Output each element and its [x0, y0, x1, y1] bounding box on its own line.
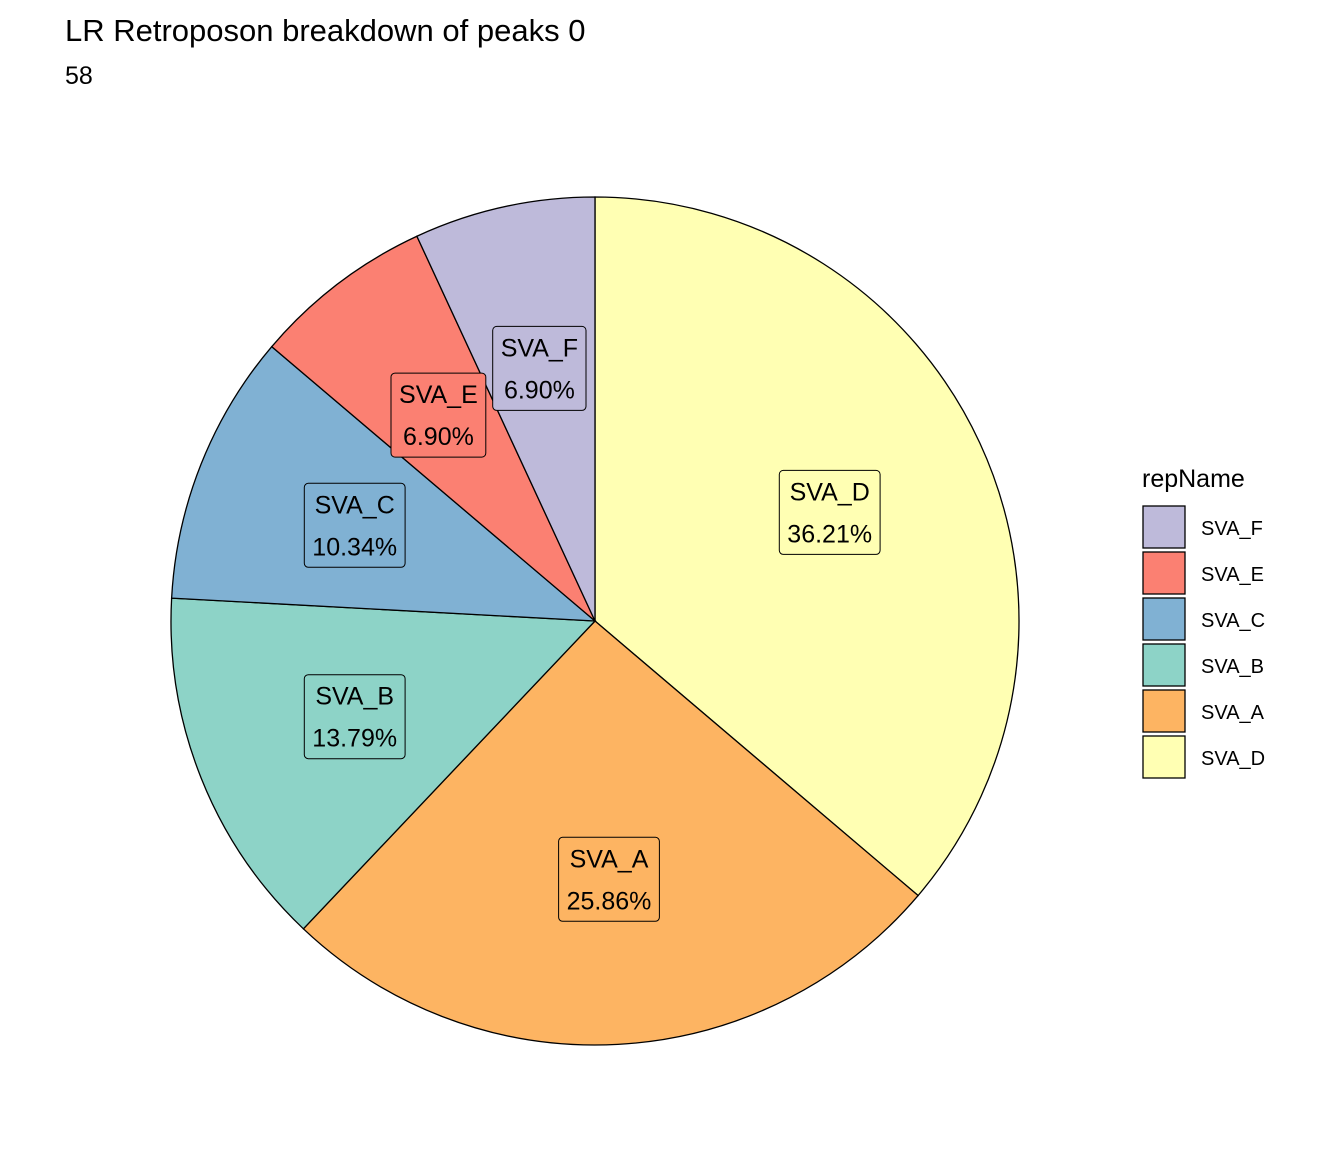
- chart-title: LR Retroposon breakdown of peaks 0: [65, 13, 585, 48]
- slice-label-box: [492, 325, 587, 411]
- slice-label-name: SVA_C: [315, 491, 395, 519]
- slice-label-name: SVA_F: [501, 334, 578, 362]
- slice-label-sva-f: SVA_F 6.90%: [492, 325, 587, 411]
- slice-label-sva-d: SVA_D 36.21%: [778, 469, 881, 555]
- legend-label-sva-b: SVA_B: [1201, 656, 1264, 678]
- pie-slice-sva-b: [170, 597, 597, 930]
- slice-label-name: SVA_D: [790, 478, 870, 506]
- legend-label-sva-e: SVA_E: [1201, 564, 1264, 586]
- legend-key-sva-a: [1142, 689, 1186, 733]
- slice-label-box: [390, 372, 487, 458]
- legend: repName SVA_F SVA_E SVA_C SVA_B SVA_A SVA_D: [1142, 465, 1265, 779]
- slice-label-sva-b: SVA_B 13.79%: [303, 674, 406, 760]
- legend-label-sva-a: SVA_A: [1201, 702, 1265, 724]
- slice-label-name: SVA_B: [315, 683, 394, 711]
- slice-label-percent: 25.86%: [567, 887, 652, 915]
- slice-label-percent: 6.90%: [504, 376, 575, 404]
- legend-label-sva-f: SVA_F: [1201, 518, 1263, 540]
- legend-label-sva-c: SVA_C: [1201, 610, 1265, 632]
- legend-key-sva-f: [1142, 505, 1186, 549]
- pie-slice-sva-a: [302, 620, 920, 1046]
- chart-subtitle: 58: [65, 62, 93, 90]
- slice-label-sva-e: SVA_E 6.90%: [390, 372, 487, 458]
- legend-key-sva-d: [1142, 735, 1186, 779]
- slice-label-box: [558, 836, 660, 922]
- legend-title: repName: [1142, 465, 1245, 493]
- legend-key-sva-b: [1142, 643, 1186, 687]
- slice-label-percent: 36.21%: [787, 520, 872, 548]
- slice-label-sva-c: SVA_C 10.34%: [303, 482, 406, 568]
- slice-label-box: [778, 469, 881, 555]
- slice-label-percent: 6.90%: [403, 423, 474, 451]
- slice-label-percent: 10.34%: [312, 533, 397, 561]
- slice-label-percent: 13.79%: [312, 725, 397, 753]
- legend-key-sva-e: [1142, 551, 1186, 595]
- slice-label-name: SVA_E: [399, 381, 478, 409]
- slice-label-name: SVA_A: [570, 845, 649, 873]
- pie-labels: SVA_D 36.21% SVA_A 25.86% SVA_B 13.79% SVA_C 10…: [303, 325, 881, 922]
- legend-label-sva-d: SVA_D: [1201, 748, 1265, 770]
- slice-label-box: [303, 482, 406, 568]
- slice-label-sva-a: SVA_A 25.86%: [558, 836, 660, 922]
- legend-key-sva-c: [1142, 597, 1186, 641]
- slice-label-box: [303, 674, 406, 760]
